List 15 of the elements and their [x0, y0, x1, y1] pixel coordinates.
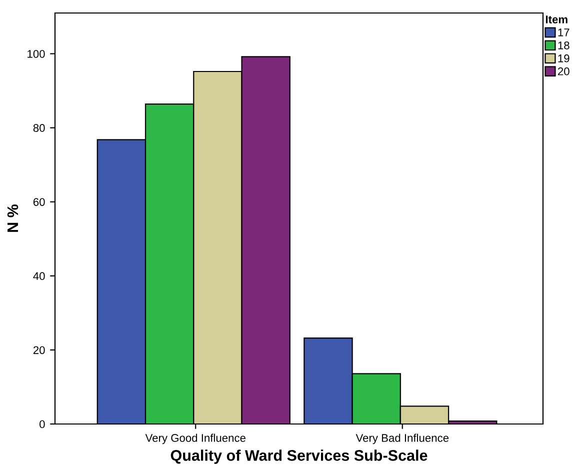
- legend-label: 17: [558, 28, 570, 36]
- legend-label: 20: [558, 67, 570, 76]
- y-axis-title: N %: [7, 204, 18, 232]
- x-tick-label: Very Good Influence: [145, 434, 246, 444]
- legend-title: Item: [546, 16, 568, 24]
- legend-label: 19: [558, 54, 570, 62]
- x-axis-title: Quality of Ward Services Sub-Scale: [170, 450, 428, 464]
- y-tick-label: 0: [40, 420, 45, 428]
- legend-label: 18: [558, 41, 570, 50]
- y-tick-label: 100: [28, 50, 45, 58]
- y-tick-label: 60: [33, 198, 45, 206]
- y-tick-label: 40: [33, 272, 45, 280]
- y-tick-label: 20: [33, 346, 45, 354]
- y-tick-label: 80: [33, 124, 45, 132]
- x-tick-label: Very Bad Influence: [356, 434, 449, 444]
